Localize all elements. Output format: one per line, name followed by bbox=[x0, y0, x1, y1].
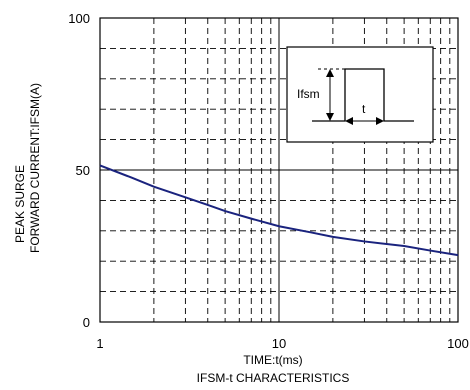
t-arrow-right-head bbox=[376, 117, 384, 125]
ifsm-arrow-up-head bbox=[326, 69, 334, 77]
x-tick-labels: 1 10 100 bbox=[96, 336, 468, 351]
pulse-waveform bbox=[312, 68, 414, 122]
inset-box bbox=[286, 46, 434, 143]
ifsm-arrow-down-head bbox=[326, 113, 334, 121]
plot-frame bbox=[99, 17, 459, 323]
inset-label-t: t bbox=[362, 102, 366, 116]
t-arrow-left-head bbox=[345, 117, 353, 125]
pulse-inset-diagram: Ifsm t bbox=[286, 46, 434, 143]
y-axis-label-line1: PEAK SURGE bbox=[13, 165, 27, 243]
major-grid bbox=[100, 18, 458, 322]
y-tick-label: 0 bbox=[83, 315, 90, 330]
series-line bbox=[99, 164, 459, 257]
y-tick-label: 100 bbox=[68, 11, 90, 26]
x-tick-label: 10 bbox=[272, 336, 286, 351]
x-axis-label: TIME:t(ms) bbox=[243, 353, 302, 367]
x-tick-label: 100 bbox=[447, 336, 469, 351]
y-tick-label: 50 bbox=[76, 163, 90, 178]
inset-label-ifsm: Ifsm bbox=[297, 87, 320, 101]
x-tick-label: 1 bbox=[96, 336, 103, 351]
y-tick-labels: 0 50 100 bbox=[68, 11, 90, 330]
chart-title: IFSM-t CHARACTERISTICS bbox=[197, 371, 350, 385]
y-axis-label-line2: FORWARD CURRENT:IFSM(A) bbox=[28, 83, 42, 253]
